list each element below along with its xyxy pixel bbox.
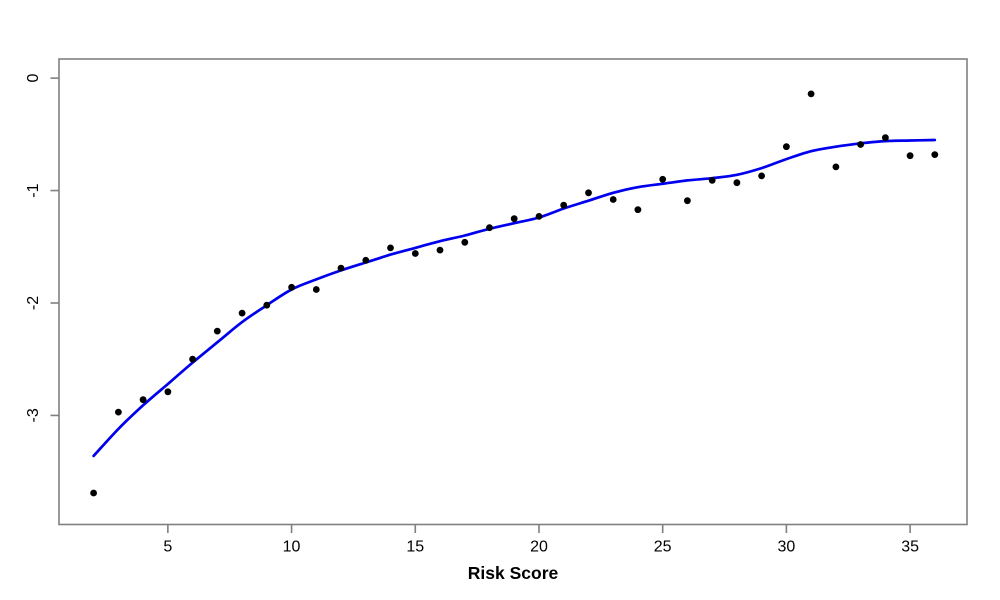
data-point (733, 179, 741, 187)
data-point (139, 396, 147, 404)
data-point (486, 224, 493, 232)
data-point (585, 189, 592, 197)
data-point (263, 301, 271, 309)
data-point (659, 175, 667, 183)
x-tick-label: 20 (530, 539, 548, 556)
data-point (560, 201, 568, 209)
y-tick-label: 0 (25, 74, 42, 83)
data-point (115, 408, 122, 416)
axes-layer: 5 10 15 20 25 30 35 0 -1 -2 -3 (25, 58, 968, 556)
y-tick-label: -1 (25, 183, 42, 197)
data-point (906, 152, 914, 160)
data-point (164, 388, 172, 396)
data-point (758, 172, 765, 180)
y-tick-label: -3 (25, 408, 42, 422)
data-point (312, 286, 320, 293)
x-tick-label: 25 (654, 539, 672, 556)
x-tick-label: 10 (283, 539, 301, 556)
data-layer (90, 90, 939, 497)
x-tick-label: 35 (901, 539, 919, 556)
x-tick-label: 5 (163, 539, 172, 556)
x-tick-label: 30 (777, 539, 795, 556)
data-point (238, 309, 246, 317)
data-point (362, 256, 370, 264)
data-point (387, 244, 394, 252)
data-point (535, 213, 543, 220)
data-point (609, 196, 617, 203)
data-point (783, 143, 790, 151)
data-point (436, 246, 444, 254)
smooth-fit-curve (92, 138, 937, 458)
data-point (288, 283, 295, 291)
data-point (857, 141, 864, 148)
data-point (337, 264, 345, 272)
data-point (882, 134, 889, 142)
data-point (708, 177, 716, 184)
data-point (684, 197, 691, 205)
data-point (411, 250, 419, 257)
plot-box (58, 58, 968, 526)
data-point (510, 215, 518, 223)
x-tick-label: 15 (406, 539, 424, 556)
data-point (90, 489, 97, 497)
data-point (189, 355, 197, 363)
data-point (461, 238, 469, 246)
data-point (634, 206, 642, 214)
data-point (832, 163, 840, 171)
data-point (931, 151, 939, 159)
y-tick-label: -2 (25, 296, 42, 310)
data-point (213, 327, 221, 335)
x-axis-title: Risk Score (468, 563, 559, 583)
data-point (807, 90, 815, 98)
